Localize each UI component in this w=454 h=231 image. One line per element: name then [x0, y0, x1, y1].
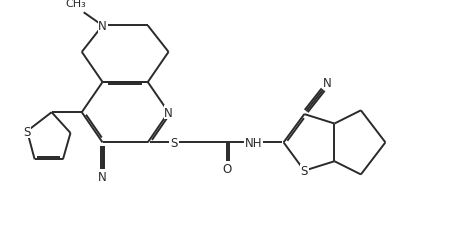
Text: N: N	[98, 20, 107, 33]
Text: S: S	[24, 125, 31, 138]
Text: N: N	[98, 170, 107, 183]
Text: CH₃: CH₃	[65, 0, 86, 9]
Text: S: S	[171, 136, 178, 149]
Text: S: S	[301, 164, 308, 177]
Text: N: N	[164, 106, 173, 119]
Text: NH: NH	[245, 136, 262, 149]
Text: O: O	[222, 162, 232, 175]
Text: N: N	[323, 76, 332, 89]
